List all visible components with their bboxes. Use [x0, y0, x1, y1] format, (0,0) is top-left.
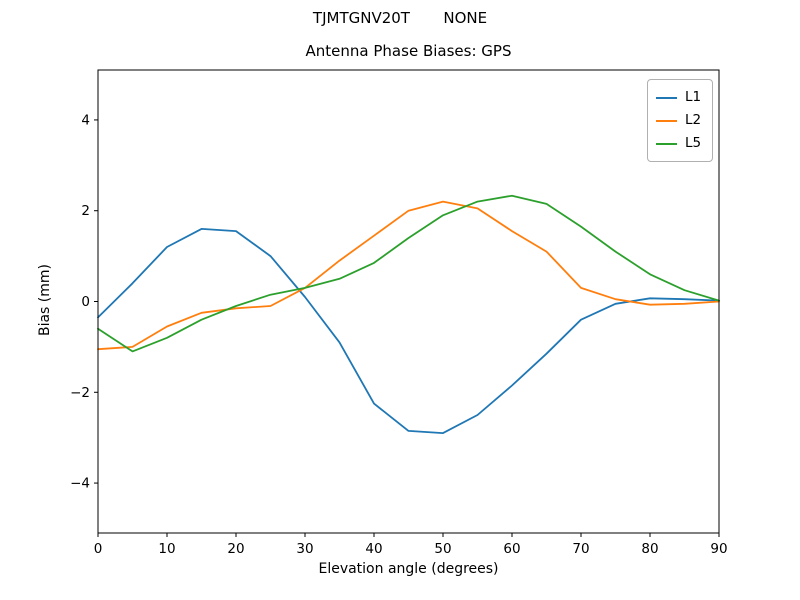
legend-item-L5: L5	[656, 132, 704, 155]
legend-line-swatch	[656, 96, 677, 99]
x-axis-label: Elevation angle (degrees)	[318, 561, 499, 577]
series-line-L1	[97, 227, 720, 435]
x-tick-label: 30	[296, 541, 313, 557]
legend-line-swatch	[656, 119, 677, 122]
series-line-L5	[97, 194, 720, 353]
x-tick-label: 20	[227, 541, 244, 557]
axes-title: Antenna Phase Biases: GPS	[305, 42, 512, 60]
legend-item-L1: L1	[656, 86, 704, 109]
legend-item-L2: L2	[656, 109, 704, 132]
y-tick-label: 2	[81, 203, 90, 219]
x-tick-label: 10	[158, 541, 175, 557]
y-tick-label: 0	[81, 294, 90, 310]
y-tick-label: −2	[70, 385, 90, 401]
y-axis-label: Bias (mm)	[37, 263, 53, 337]
legend-label: L1	[685, 88, 702, 105]
series-line-L2	[97, 200, 720, 351]
y-tick-label: 4	[81, 112, 90, 128]
figure-suptitle: TJMTGNV20T NONE	[312, 9, 488, 27]
legend: L1 L2 L5	[647, 79, 713, 162]
legend-line-swatch	[656, 142, 677, 145]
y-tick-label: −4	[70, 476, 90, 492]
x-tick-label: 90	[710, 541, 727, 557]
x-tick-label: 60	[503, 541, 520, 557]
x-tick-label: 40	[365, 541, 382, 557]
x-tick-label: 0	[94, 541, 103, 557]
legend-label: L2	[685, 111, 702, 128]
x-tick-label: 50	[434, 541, 451, 557]
x-tick-label: 80	[641, 541, 658, 557]
plot-frame	[97, 69, 720, 534]
legend-label: L5	[685, 134, 702, 151]
x-tick-label: 70	[572, 541, 589, 557]
